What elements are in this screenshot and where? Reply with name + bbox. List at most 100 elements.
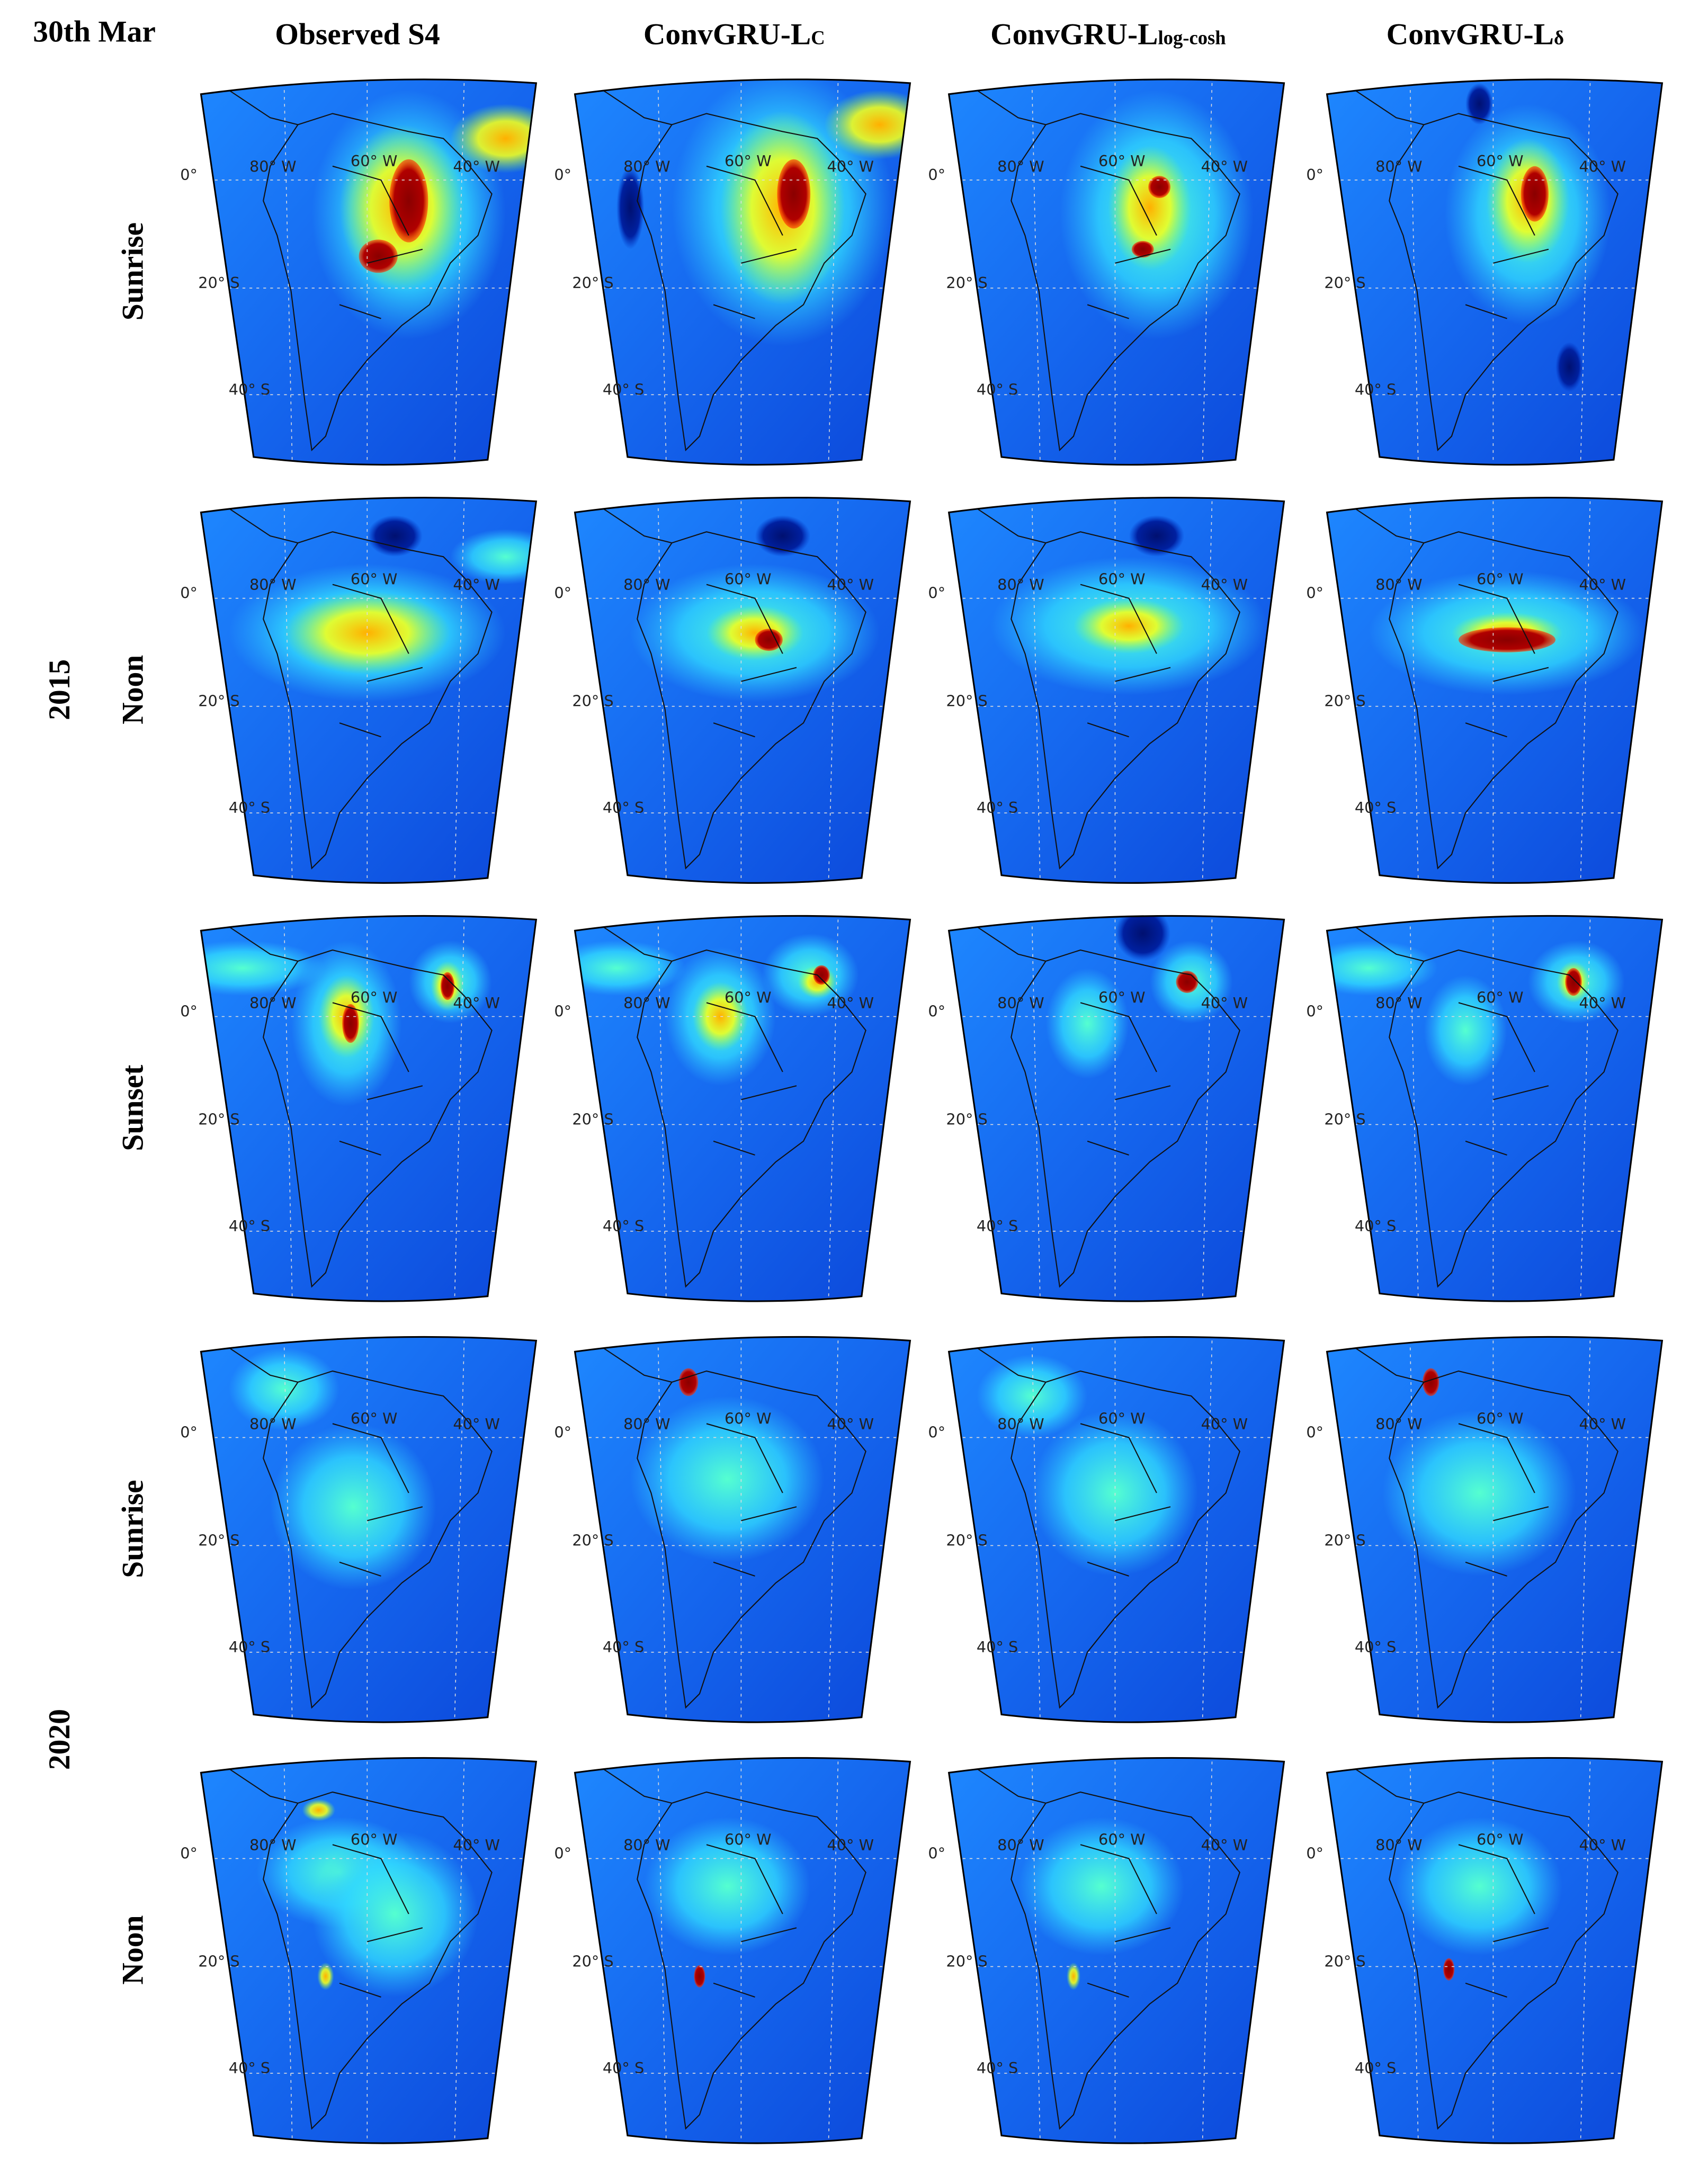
- lon-label: 40° W: [1579, 994, 1626, 1012]
- graticule: [1202, 919, 1213, 1302]
- lat-label: 20° S: [946, 1952, 987, 1970]
- map-panel: 0° 20° S 40° S 80° W 60° W 40° W: [928, 1757, 1285, 2144]
- lon-label: 80° W: [623, 157, 670, 175]
- map-panel: 0° 20° S 40° S 80° W 60° W 40° W: [928, 78, 1285, 466]
- graticule: [454, 501, 465, 883]
- lat-label: 0°: [928, 166, 945, 184]
- lat-label: 20° S: [946, 692, 987, 710]
- lat-label: 40° S: [977, 799, 1018, 817]
- lat-label: 40° S: [977, 380, 1018, 398]
- graticule: [828, 501, 839, 883]
- graticule: [1409, 83, 1419, 465]
- coastline: [602, 1768, 866, 2130]
- map-frame: [947, 915, 1285, 1302]
- map-panel: 0° 20° S 40° S 80° W 60° W 40° W: [554, 1757, 911, 2144]
- graticule: [1580, 1340, 1591, 1723]
- map-field: [1327, 1758, 1662, 2144]
- map-field: [949, 497, 1284, 883]
- lat-label: 40° S: [229, 1217, 270, 1235]
- lat-label: 20° S: [198, 1110, 239, 1128]
- map-panel: 0° 20° S 40° S 80° W 60° W 40° W: [180, 497, 538, 884]
- map-field: [1327, 916, 1662, 1302]
- graticule: [657, 1761, 667, 2144]
- scintillation-blob: [706, 605, 804, 661]
- scintillation-blob: [1465, 83, 1494, 125]
- graticule: [454, 919, 465, 1302]
- lon-label: 80° W: [249, 1836, 297, 1854]
- map-field: [201, 79, 536, 465]
- scintillation-blob: [1066, 1962, 1081, 1990]
- lat-label: 0°: [554, 1423, 571, 1441]
- lat-label: 20° S: [1324, 1110, 1365, 1128]
- lon-label: 80° W: [997, 1836, 1044, 1854]
- map-panel: 0° 20° S 40° S 80° W 60° W 40° W: [554, 915, 911, 1302]
- graticule: [828, 1761, 839, 2144]
- column-title-sub: δ: [1554, 27, 1564, 49]
- date-label: 30th Mar: [33, 15, 156, 48]
- map-field: [201, 497, 536, 883]
- lat-label: 0°: [928, 1002, 945, 1020]
- coastline: [976, 89, 1240, 452]
- map-frame: [574, 78, 911, 466]
- year-label: 2020: [43, 1709, 76, 1770]
- lon-label: 40° W: [1579, 1836, 1626, 1854]
- lon-label: 80° W: [1375, 576, 1423, 594]
- graticule: [454, 1340, 465, 1723]
- map-frame: [947, 1757, 1285, 2144]
- lat-label: 20° S: [1324, 692, 1365, 710]
- map-field: [575, 79, 910, 465]
- map-frame: [574, 1757, 911, 2144]
- coastline: [228, 1347, 493, 1709]
- lat-label: 20° S: [572, 1110, 613, 1128]
- scintillation-blob: [1131, 241, 1154, 258]
- lat-label: 40° S: [1355, 2059, 1396, 2077]
- lat-label: 0°: [928, 584, 945, 602]
- lat-label: 0°: [554, 584, 571, 602]
- coastline: [976, 507, 1240, 870]
- year-label: 2015: [43, 659, 76, 720]
- row-label: Sunset: [117, 1065, 150, 1151]
- scintillation-blob: [1327, 940, 1438, 996]
- graticule: [828, 1340, 839, 1723]
- lon-label: 60° W: [1477, 570, 1524, 588]
- lat-label: 20° S: [946, 1110, 987, 1128]
- graticule: [828, 919, 839, 1302]
- map-panel: 0° 20° S 40° S 80° W 60° W 40° W: [180, 78, 538, 466]
- lat-label: 20° S: [198, 274, 239, 292]
- lon-label: 80° W: [249, 576, 297, 594]
- scintillation-blob: [1565, 968, 1582, 996]
- lat-label: 0°: [1306, 1002, 1324, 1020]
- scintillation-blob: [694, 1965, 705, 1988]
- lon-label: 80° W: [249, 994, 297, 1012]
- lon-label: 40° W: [827, 576, 874, 594]
- row-label: Noon: [117, 655, 150, 724]
- lon-label: 60° W: [725, 152, 772, 170]
- lat-label: 20° S: [1324, 274, 1365, 292]
- column-title: ConvGRU-LC: [643, 18, 825, 51]
- scintillation-blob: [1422, 1368, 1439, 1397]
- coastline: [602, 507, 866, 870]
- map-frame: [1326, 497, 1664, 884]
- map-panel: 0° 20° S 40° S 80° W 60° W 40° W: [1306, 78, 1664, 466]
- map-frame: [200, 915, 538, 1302]
- column-title-sub: C: [811, 27, 825, 49]
- lon-label: 60° W: [1098, 152, 1146, 170]
- lon-label: 80° W: [249, 157, 297, 175]
- map-frame: [574, 915, 911, 1302]
- lon-label: 80° W: [997, 576, 1044, 594]
- graticule: [1202, 83, 1213, 465]
- scintillation-blob: [1045, 968, 1129, 1079]
- scintillation-blob: [1396, 1817, 1563, 1956]
- scintillation-blob: [311, 1831, 478, 1997]
- map-panel: 0° 20° S 40° S 80° W 60° W 40° W: [1306, 915, 1664, 1302]
- column-title-main: ConvGRU-L: [1387, 18, 1554, 51]
- lon-label: 80° W: [249, 1415, 297, 1433]
- map-frame: [574, 497, 911, 884]
- lat-label: 20° S: [198, 692, 239, 710]
- scintillation-blob: [367, 515, 423, 557]
- lon-label: 80° W: [1375, 1836, 1423, 1854]
- coastline: [228, 926, 493, 1288]
- lat-label: 0°: [1306, 584, 1324, 602]
- map-field: [1327, 1337, 1662, 1723]
- lon-label: 40° W: [1201, 576, 1248, 594]
